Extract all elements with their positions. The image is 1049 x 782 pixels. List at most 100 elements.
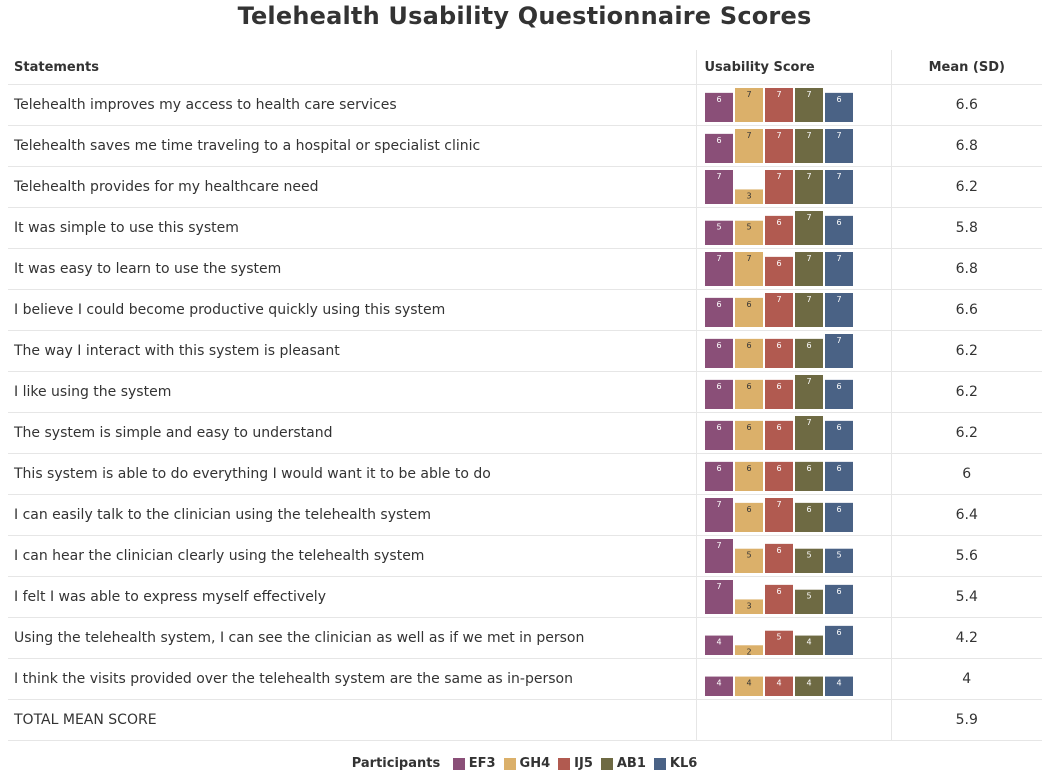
statement-cell: I can hear the clinician clearly using t… <box>8 535 696 577</box>
bar-value-label: 4 <box>716 638 721 647</box>
score-bars-cell: 4 4 4 4 4 <box>695 658 891 700</box>
score-bars: 4 4 4 4 4 <box>704 676 853 696</box>
bar-kl6 <box>824 584 853 614</box>
bar-value-label: 6 <box>836 382 841 391</box>
bar-value-label: 7 <box>716 254 721 263</box>
bar-value-label: 6 <box>836 505 841 514</box>
header-row: Statements Usability Score Mean (SD) <box>8 50 1042 85</box>
bar-value-label: 6 <box>776 341 781 350</box>
bar-kl6 <box>824 293 853 327</box>
legend-label: Participants <box>351 756 441 771</box>
legend-item-gh4: GH4 <box>519 756 551 771</box>
bar-value-label: 7 <box>776 90 781 99</box>
bar-gh4 <box>734 252 763 286</box>
table-row: I felt I was able to express myself effe… <box>8 576 1042 618</box>
bar-ef3 <box>704 133 733 163</box>
header-usability-score: Usability Score <box>695 50 891 85</box>
statement-cell: I believe I could become productive quic… <box>8 289 696 331</box>
bar-value-label: 6 <box>776 218 781 227</box>
score-bars-cell: 6 6 6 6 7 <box>695 330 891 372</box>
bar-value-label: 6 <box>716 341 721 350</box>
score-bars-cell: 6 6 6 6 6 <box>695 453 891 495</box>
bar-value-label: 7 <box>776 172 781 181</box>
bar-kl6 <box>824 215 853 245</box>
bar-value-label: 7 <box>716 172 721 181</box>
scores-table: Statements Usability Score Mean (SD) Tel… <box>8 50 1042 741</box>
total-row: TOTAL MEAN SCORE 5.9 <box>8 699 1042 741</box>
bar-value-label: 4 <box>806 679 811 688</box>
bar-value-label: 6 <box>836 423 841 432</box>
statement-cell: I think the visits provided over the tel… <box>8 658 696 700</box>
bar-value-label: 2 <box>746 647 751 656</box>
bar-gh4 <box>734 599 763 614</box>
score-bars: 7 3 6 5 6 <box>704 580 853 614</box>
mean-cell: 6.8 <box>890 248 1042 290</box>
bar-kl6 <box>824 379 853 409</box>
bar-gh4 <box>734 379 763 409</box>
mean-cell: 5.6 <box>890 535 1042 577</box>
mean-cell: 6.2 <box>890 371 1042 413</box>
bar-value-label: 7 <box>716 500 721 509</box>
table-row: I can easily talk to the clinician using… <box>8 494 1042 536</box>
bar-value-label: 4 <box>806 638 811 647</box>
bar-value-label: 6 <box>746 382 751 391</box>
legend-items: EF3 GH4 IJ5 AB1 KL6 <box>445 756 697 771</box>
legend-item-ab1: AB1 <box>616 756 646 771</box>
bar-kl6 <box>824 334 853 368</box>
bar-value-label: 7 <box>746 254 751 263</box>
bar-value-label: 7 <box>836 131 841 140</box>
bar-ab1 <box>794 211 823 245</box>
score-bars-cell: 6 6 7 7 7 <box>695 289 891 331</box>
bar-value-label: 6 <box>746 464 751 473</box>
bar-value-label: 7 <box>806 131 811 140</box>
bar-kl6 <box>824 502 853 532</box>
bar-value-label: 6 <box>836 464 841 473</box>
score-bars-cell: 4 2 5 4 6 <box>695 617 891 659</box>
bar-value-label: 6 <box>716 300 721 309</box>
bar-value-label: 6 <box>806 505 811 514</box>
bar-ij5 <box>764 379 793 409</box>
bar-ab1 <box>794 338 823 368</box>
legend-item-ij5: IJ5 <box>574 756 593 771</box>
bar-ab1 <box>794 252 823 286</box>
bar-value-label: 6 <box>716 136 721 145</box>
bar-value-label: 4 <box>836 679 841 688</box>
statement-cell: This system is able to do everything I w… <box>8 453 696 495</box>
bar-ab1 <box>794 502 823 532</box>
bar-value-label: 4 <box>776 679 781 688</box>
bar-kl6 <box>824 170 853 204</box>
bar-ef3 <box>704 461 733 491</box>
bar-ef3 <box>704 498 733 532</box>
table-row: It was easy to learn to use the system 7 7… <box>8 248 1042 290</box>
bar-value-label: 5 <box>836 551 841 560</box>
bar-kl6 <box>824 625 853 655</box>
bar-value-label: 6 <box>716 423 721 432</box>
bar-value-label: 6 <box>806 464 811 473</box>
table-row: Using the telehealth system, I can see t… <box>8 617 1042 659</box>
bar-value-label: 7 <box>746 131 751 140</box>
bar-value-label: 6 <box>836 95 841 104</box>
bar-ij5 <box>764 88 793 122</box>
bar-ij5 <box>764 676 793 696</box>
mean-cell: 6.2 <box>890 166 1042 208</box>
bar-value-label: 7 <box>806 418 811 427</box>
header-mean: Mean (SD) <box>890 50 1042 85</box>
statement-cell: Telehealth saves me time traveling to a … <box>8 125 696 167</box>
score-bars: 7 7 6 7 7 <box>704 252 853 286</box>
bar-ef3 <box>704 338 733 368</box>
bar-value-label: 7 <box>836 336 841 345</box>
bar-value-label: 7 <box>806 254 811 263</box>
bar-ef3 <box>704 170 733 204</box>
bar-ab1 <box>794 635 823 655</box>
bar-value-label: 5 <box>776 633 781 642</box>
bar-gh4 <box>734 461 763 491</box>
bar-value-label: 7 <box>836 172 841 181</box>
bar-ij5 <box>764 170 793 204</box>
bar-value-label: 6 <box>716 382 721 391</box>
statement-cell: The system is simple and easy to underst… <box>8 412 696 454</box>
bar-gh4 <box>734 297 763 327</box>
bar-ef3 <box>704 580 733 614</box>
score-bars: 5 5 6 7 6 <box>704 211 853 245</box>
bar-value-label: 7 <box>776 500 781 509</box>
bar-value-label: 7 <box>806 90 811 99</box>
